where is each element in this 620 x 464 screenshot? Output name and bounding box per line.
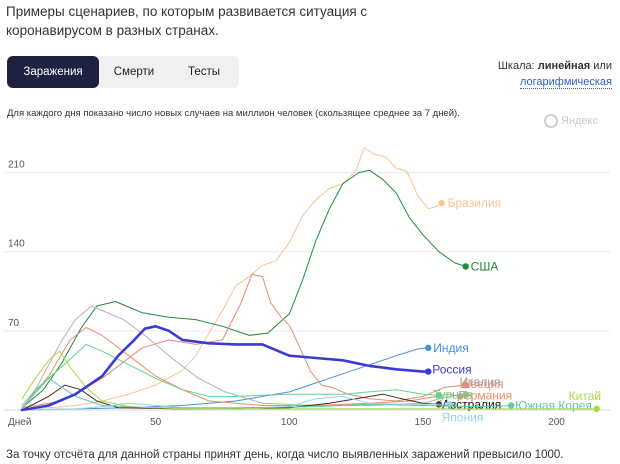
watermark-text: Яндекс (561, 115, 598, 127)
scale-or: или (593, 60, 612, 72)
yandex-logo-icon (544, 114, 558, 128)
series-end-point-1 (462, 263, 469, 270)
x-tick-label-3: 200 (548, 417, 565, 428)
x-axis-label: Дней (8, 417, 31, 428)
tab-deaths[interactable]: Смерти (113, 66, 155, 78)
x-tick-label-1: 100 (281, 417, 298, 428)
series-end-point-11 (593, 405, 600, 413)
footnote: За точку отсчёта для данной страны приня… (6, 449, 564, 461)
series-line-1 (21, 169, 467, 409)
series-label-4: Италия (460, 375, 501, 389)
series-end-point-7 (435, 392, 443, 399)
series-line-11 (21, 350, 598, 410)
series-label-7: Турция (433, 387, 472, 401)
series-label-2: Индия (433, 341, 468, 355)
yandex-watermark: Яндекс (544, 114, 598, 128)
series-label-0: Бразилия (448, 196, 502, 210)
x-tick-label-2: 150 (415, 417, 432, 428)
series-label-9: Япония (442, 410, 484, 424)
y-tick-label-1: 140 (8, 239, 25, 250)
series-end-point-5 (462, 381, 469, 389)
series-line-0 (21, 147, 443, 411)
x-tick-label-0: 50 (150, 417, 162, 428)
series-end-point-3 (425, 368, 432, 375)
series-label-1: США (471, 259, 499, 273)
y-tick-label-2: 210 (8, 160, 25, 171)
y-tick-label-0: 70 (8, 318, 20, 329)
tab-tests[interactable]: Тесты (187, 66, 221, 78)
series-line-5 (21, 273, 467, 409)
series-label-6: Германия (458, 388, 512, 402)
chart-note: Для каждого дня показано число новых слу… (7, 108, 460, 119)
series-line-8 (21, 384, 440, 411)
series-line-7 (21, 343, 440, 409)
series-label-11: Китай (569, 389, 601, 403)
series-end-point-4 (462, 390, 469, 398)
series-end-point-6 (457, 393, 464, 400)
series-line-6 (21, 327, 461, 409)
series-end-point-2 (425, 344, 432, 352)
series-label-5: Швеция (460, 377, 504, 391)
series-label-3: Россия (432, 363, 471, 377)
scale-linear-option[interactable]: линейная (537, 60, 591, 72)
page-title: Примеры сценариев, по которым развиваетс… (6, 4, 368, 38)
series-line-4 (21, 305, 467, 406)
metric-tabs: Заражения Смерти Тесты (7, 56, 239, 88)
scale-log-option[interactable]: логарифмическая (519, 76, 612, 89)
series-line-2 (21, 347, 429, 411)
series-label-8: Австралия (442, 397, 501, 411)
tab-infections[interactable]: Заражения (7, 56, 99, 88)
series-line-3 (20, 325, 430, 412)
series-end-point-10 (507, 402, 515, 409)
series-end-point-0 (438, 199, 445, 207)
scale-prefix: Шкала: (497, 60, 535, 72)
scale-switch: Шкала: линейная или логарифмическая (498, 58, 612, 90)
